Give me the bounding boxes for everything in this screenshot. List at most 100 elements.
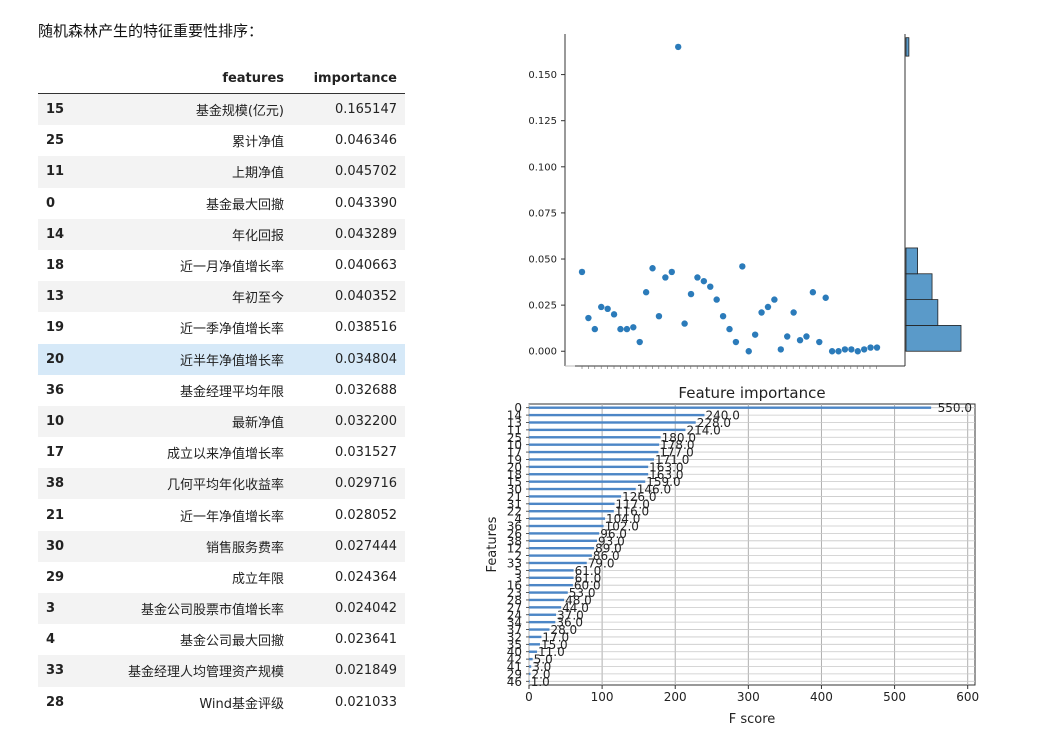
row-index: 36 (46, 382, 65, 398)
bar-category-label: 10 (507, 438, 522, 452)
row-index: 11 (38, 156, 84, 188)
bar (529, 510, 614, 513)
importance-cell: 0.023641 (334, 632, 397, 648)
table-row: 3 基金公司股票市值增长率 0.024042 (38, 593, 405, 625)
scatter-point (700, 277, 708, 285)
row-index: 25 (46, 133, 65, 149)
bar-category-label: 4 (514, 512, 522, 526)
row-index: 10 (38, 405, 84, 438)
scatter-y-tick-label: 0.000 (528, 347, 557, 358)
scatter-point (668, 268, 675, 276)
page-heading: 随机森林产生的特征重要性排序： (38, 22, 264, 40)
bar (529, 628, 550, 631)
bar (529, 569, 574, 572)
bar-value-label: 146.0 (637, 483, 671, 497)
importance-cell: 0.043390 (334, 195, 397, 211)
bar-category-label: 13 (507, 416, 522, 430)
importance-cell: 0.032688 (334, 382, 397, 398)
scatter-y-tick-label: 0.150 (528, 70, 557, 81)
bar-x-tick-label: 300 (737, 690, 760, 704)
scatter-point (681, 320, 688, 327)
scatter-point (809, 289, 817, 296)
importance-cell: 0.038516 (334, 320, 397, 336)
table-row: 30 销售服务费率 0.027444 (38, 530, 405, 562)
scatter-point (777, 346, 785, 353)
bar-value-label: 228.0 (697, 416, 731, 430)
bar-value-label: 86.0 (593, 549, 620, 563)
bar (529, 546, 595, 550)
scatter-point (739, 263, 746, 270)
row-index: 33 (38, 655, 84, 687)
bar (529, 532, 600, 535)
bar (529, 406, 932, 409)
table-row: 15 基金规模(亿元) 0.165147 (38, 93, 405, 126)
bar (529, 517, 606, 520)
row-index: 0 (46, 195, 56, 211)
bar-x-tick-label: 100 (591, 690, 614, 704)
bar (529, 428, 686, 432)
scatter-point (707, 283, 714, 290)
feature-name-cell: 基金公司股票市值增长率 (84, 593, 292, 625)
bar (529, 576, 574, 579)
bar-category-label: 31 (507, 497, 522, 511)
scatter-point (873, 344, 881, 351)
scatter-point (726, 325, 733, 333)
feature-name-cell: 成立以来净值增长率 (166, 447, 284, 463)
scatter-point (758, 309, 765, 316)
bar (529, 657, 533, 661)
bar-value-label: 1.0 (531, 675, 550, 689)
bar-value-label: 5.0 (534, 653, 553, 667)
histogram-bar (905, 299, 939, 326)
scatter-point (578, 268, 586, 276)
table-row: 25 累计净值 0.046346 (38, 125, 405, 156)
bar-category-label: 2 (514, 549, 522, 563)
bar (529, 539, 597, 543)
bar (529, 680, 530, 683)
table-header-row: features importance (38, 66, 405, 94)
table-row: 19 近一季净值增长率 0.038516 (38, 312, 405, 343)
scatter-point (623, 325, 631, 333)
scatter-point (784, 333, 791, 340)
bar (529, 436, 661, 439)
importance-cell: 0.024364 (334, 569, 397, 585)
bar-value-label: 17.0 (542, 630, 569, 644)
scatter-point (751, 331, 759, 338)
feature-name-cell: 销售服务费率 (84, 530, 292, 562)
bar-value-label: 104.0 (606, 512, 640, 526)
bar-chart-title: Feature importance (678, 384, 825, 402)
table-row: 20 近半年净值增长率 0.034804 (38, 343, 405, 375)
bar (529, 450, 659, 454)
feature-name-cell: 基金最大回撤 (205, 197, 284, 213)
scatter-y-tick-label: 0.075 (528, 208, 557, 219)
histogram-bar (905, 247, 918, 275)
importance-cell: 0.024042 (292, 593, 405, 625)
feature-name-cell: Wind基金评级 (199, 696, 284, 712)
row-index: 19 (46, 320, 65, 336)
bar (529, 583, 573, 587)
bar-value-label: 180.0 (662, 431, 696, 445)
table-row: 29 成立年限 0.024364 (38, 562, 405, 593)
table-row: 28 Wind基金评级 0.021033 (38, 687, 405, 718)
importance-cell: 0.040663 (334, 258, 397, 274)
scatter-point (867, 344, 874, 351)
bar (529, 524, 604, 528)
bar (529, 606, 562, 609)
scatter-point (687, 290, 695, 298)
feature-name-cell: 累计净值 (231, 135, 284, 151)
bar-category-label: 21 (507, 490, 522, 504)
importance-header: importance (292, 66, 405, 94)
importance-cell: 0.043289 (292, 218, 405, 250)
bar (529, 554, 592, 557)
bar (529, 650, 538, 653)
bar (529, 495, 622, 498)
importance-cell: 0.046346 (334, 133, 397, 149)
bar (529, 421, 696, 424)
bar (529, 620, 556, 624)
feature-name-cell: 近一年净值增长率 (179, 509, 284, 525)
row-index: 3 (38, 593, 84, 625)
bar-x-tick-label: 400 (810, 690, 833, 704)
bar-x-tick-label: 0 (525, 690, 533, 704)
bar-value-label: 2.0 (531, 667, 550, 681)
bar-category-label: 20 (507, 460, 522, 474)
scatter-point (694, 274, 701, 281)
